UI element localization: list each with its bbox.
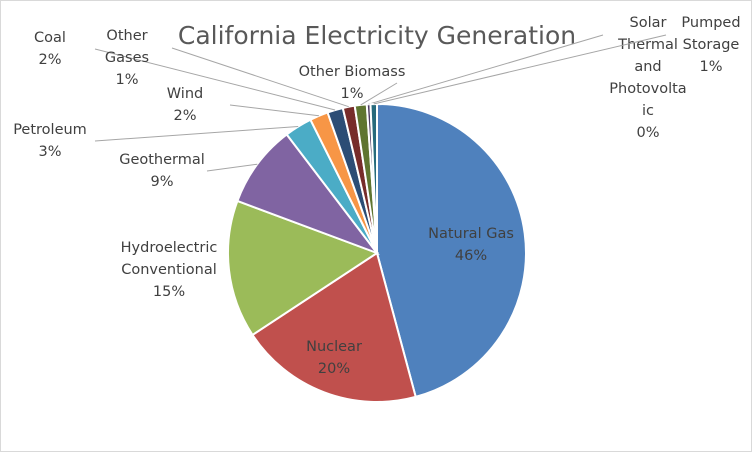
slice-label-other-gases: Other Gases 1% [105, 28, 149, 88]
pie-slice-nuclear [251, 251, 417, 403]
slice-name-solar-thermal-and-photovoltaic: Photovolta [609, 81, 686, 97]
slice-label-nuclear: Nuclear 20% [306, 339, 362, 377]
slice-name-coal: Coal [34, 30, 66, 46]
slice-label-other-biomass: Other Biomass 1% [299, 64, 406, 102]
slice-label-geothermal: Geothermal 9% [119, 152, 205, 190]
leader-line-petroleum [94, 126, 299, 142]
slice-percent-wind: 2% [173, 108, 196, 124]
slice-name-geothermal: Geothermal [119, 152, 205, 168]
leader-line-coal [94, 48, 336, 111]
slice-label-coal: Coal 2% [34, 30, 66, 68]
slice-name-other-gases: Gases [105, 50, 149, 66]
slice-name-solar-thermal-and-photovoltaic: ic [642, 103, 654, 119]
slice-name-solar-thermal-and-photovoltaic: and [634, 59, 661, 75]
slice-percent-other-gases: 1% [115, 72, 138, 88]
slice-label-petroleum: Petroleum 3% [13, 122, 87, 160]
slice-name-natural-gas: Natural Gas [428, 226, 514, 242]
pie-slice-hydroelectric-conventional [227, 199, 380, 337]
slice-label-hydroelectric-conventional: Hydroelectric Conventional 15% [121, 240, 218, 300]
slice-percent-geothermal: 9% [150, 174, 173, 190]
slice-name-solar-thermal-and-photovoltaic: Solar [630, 15, 667, 31]
slice-percent-pumped-storage: 1% [699, 59, 722, 75]
slice-percent-solar-thermal-and-photovoltaic: 0% [636, 125, 659, 141]
slice-percent-hydroelectric-conventional: 15% [153, 284, 185, 300]
leader-line-geothermal [206, 163, 258, 172]
slice-percent-nuclear: 20% [318, 361, 350, 377]
pie-slice-natural-gas [376, 102, 527, 399]
slice-name-other-gases: Other [106, 28, 147, 44]
slice-label-wind: Wind 2% [167, 86, 203, 124]
slice-name-hydroelectric-conventional: Conventional [121, 262, 217, 278]
slice-percent-coal: 2% [38, 52, 61, 68]
slice-name-nuclear: Nuclear [306, 339, 362, 355]
slice-name-hydroelectric-conventional: Hydroelectric [121, 240, 218, 256]
slice-label-solar-thermal-and-photovoltaic: Solar Thermal and Photovolta ic 0% [609, 15, 686, 141]
slice-label-pumped-storage: Pumped Storage 1% [681, 15, 740, 75]
slice-name-pumped-storage: Pumped [681, 15, 740, 31]
slice-percent-petroleum: 3% [38, 144, 61, 160]
slice-name-wind: Wind [167, 86, 203, 102]
leader-line-other-biomass [360, 82, 398, 106]
leader-line-pumped-storage [373, 34, 667, 105]
slice-name-petroleum: Petroleum [13, 122, 87, 138]
leader-line-solar-thermal-and-photovoltaic [368, 34, 604, 105]
slice-percent-other-biomass: 1% [340, 86, 363, 102]
chart-title: California Electricity Generation [177, 21, 577, 50]
slice-name-other-biomass: Other Biomass [299, 64, 406, 80]
slice-label-natural-gas: Natural Gas 46% [428, 226, 514, 264]
leader-line-wind [229, 104, 319, 117]
pie-slice-geothermal [236, 133, 380, 256]
slice-name-pumped-storage: Storage [683, 37, 740, 53]
slice-percent-natural-gas: 46% [455, 248, 487, 264]
leader-line-other-gases [171, 47, 349, 108]
slice-name-solar-thermal-and-photovoltaic: Thermal [617, 37, 678, 53]
